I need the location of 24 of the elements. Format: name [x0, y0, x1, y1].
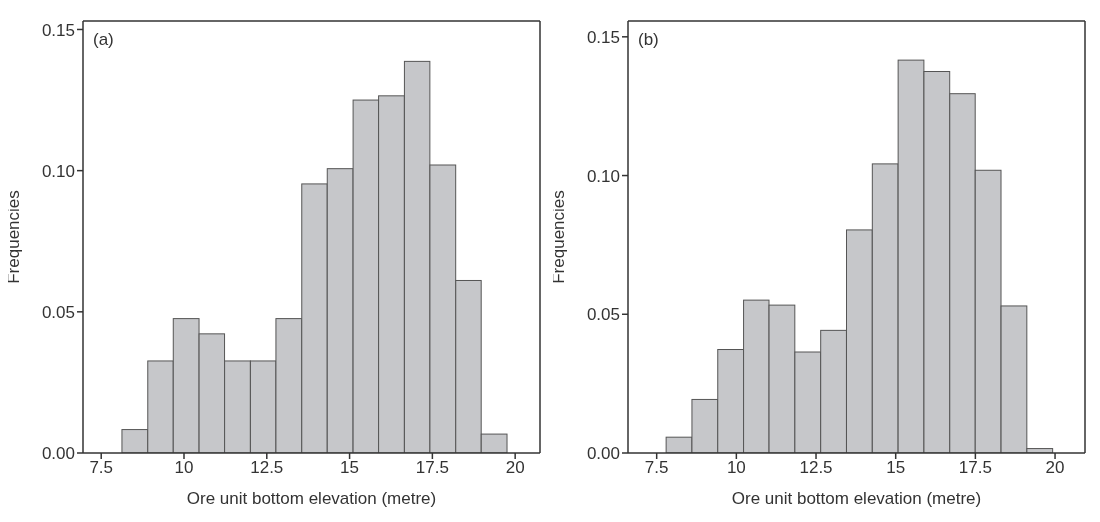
x-tick-label: 20 [505, 458, 525, 478]
annotation: (a) [93, 30, 114, 50]
x-tick-label: 7.5 [89, 458, 114, 478]
y-tick-label: 0.00 [586, 444, 620, 464]
y-tick-label: 0.15 [586, 27, 620, 47]
x-tick-label: 15 [340, 458, 360, 478]
x-tick-label: 10 [726, 458, 746, 478]
x-tick-label: 17.5 [958, 458, 992, 478]
annotation: (b) [638, 30, 659, 50]
x-tick-label: 10 [174, 458, 194, 478]
y-tick-label: 0.15 [41, 20, 75, 40]
y-tick-label: 0.05 [586, 305, 620, 325]
y-tick-label: 0.00 [41, 444, 75, 464]
x-tick-label: 20 [1045, 458, 1065, 478]
y-tick-label: 0.10 [41, 161, 75, 181]
x-axis-title: Ore unit bottom elevation (metre) [186, 489, 437, 508]
y-tick-label: 0.05 [41, 302, 75, 322]
x-tick-label: 12.5 [250, 458, 284, 478]
y-tick-label: 0.10 [586, 166, 620, 186]
x-tick-label: 7.5 [644, 458, 669, 478]
x-tick-label: 12.5 [799, 458, 833, 478]
x-tick-label: 15 [886, 458, 906, 478]
x-axis-title: Ore unit bottom elevation (metre) [731, 489, 982, 508]
x-tick-label: 17.5 [415, 458, 449, 478]
